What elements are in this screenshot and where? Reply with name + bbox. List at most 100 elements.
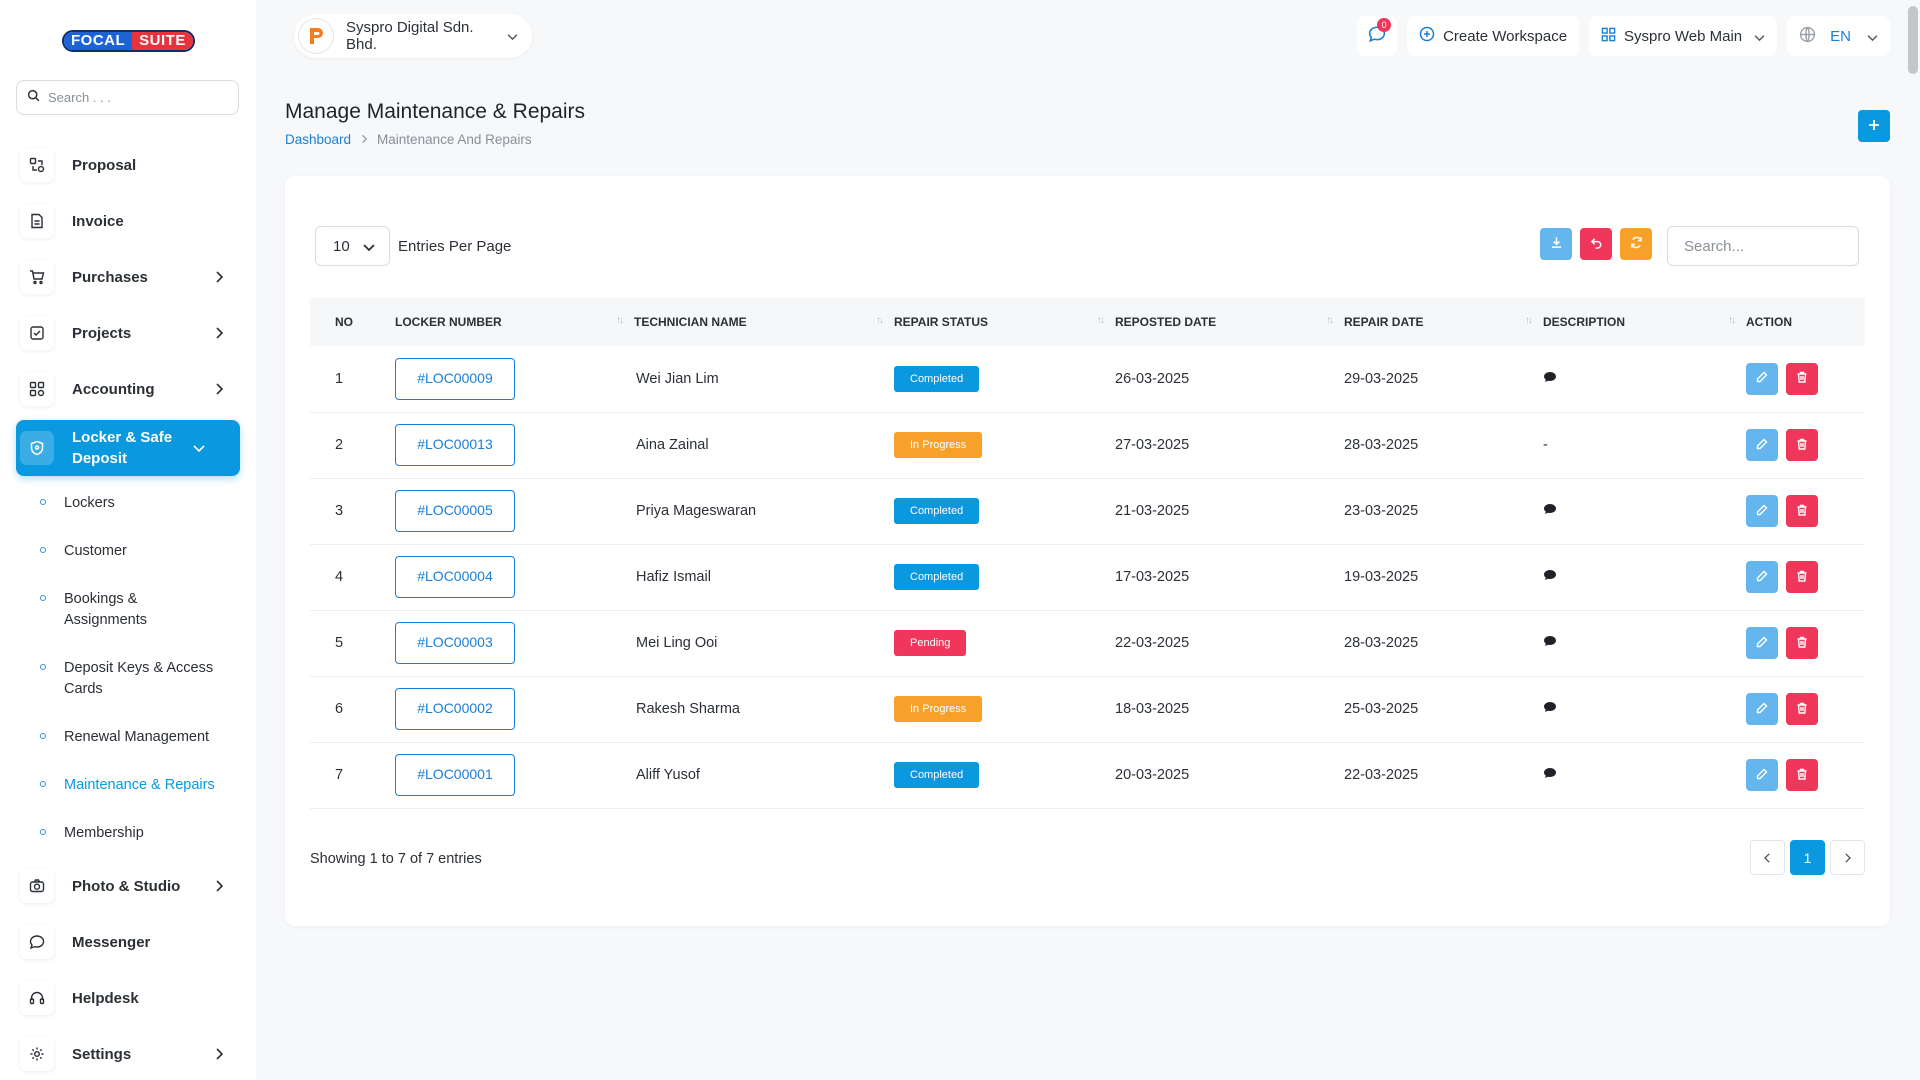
sidebar-item-projects[interactable]: Projects xyxy=(16,311,240,355)
refresh-icon xyxy=(1630,236,1643,252)
notifications-button[interactable]: 0 xyxy=(1357,16,1398,56)
cell-description xyxy=(1543,742,1746,808)
download-button[interactable] xyxy=(1540,228,1572,260)
technician-name: Rakesh Sharma xyxy=(636,701,740,717)
edit-button[interactable] xyxy=(1746,561,1778,593)
subnav-deposit-keys[interactable]: Deposit Keys & Access Cards xyxy=(40,658,240,700)
sidebar-item-photo-studio[interactable]: Photo & Studio xyxy=(16,864,240,908)
row-number: 1 xyxy=(335,370,344,387)
edit-button[interactable] xyxy=(1746,627,1778,659)
focal-suite-logo[interactable]: FOCAL SUITE xyxy=(62,30,195,52)
status-badge: In Progress xyxy=(894,696,983,722)
row-number: 7 xyxy=(335,767,344,783)
reset-button[interactable] xyxy=(1580,228,1612,260)
create-workspace-label: Create Workspace xyxy=(1443,27,1568,45)
sidebar-search-input[interactable] xyxy=(48,90,228,105)
subnav-renewal-management[interactable]: Renewal Management xyxy=(40,727,240,748)
column-header-repair-status[interactable]: REPAIR STATUS ↑↓ xyxy=(894,298,1115,346)
locker-number-button[interactable]: #LOC00004 xyxy=(395,556,515,598)
sidebar-item-proposal[interactable]: Proposal xyxy=(16,143,240,187)
trash-icon xyxy=(1796,702,1808,717)
technician-name: Mei Ling Ooi xyxy=(636,635,718,651)
sidebar-item-label: Purchases xyxy=(72,268,148,286)
notification-badge: 0 xyxy=(1377,18,1392,32)
row-actions xyxy=(1746,495,1818,527)
subnav-label: Membership xyxy=(64,825,144,841)
sidebar-item-settings[interactable]: Settings xyxy=(16,1032,240,1076)
delete-button[interactable] xyxy=(1786,561,1818,593)
cell-status: In Progress xyxy=(894,412,1115,478)
delete-button[interactable] xyxy=(1786,759,1818,791)
row-actions xyxy=(1746,429,1818,461)
entries-per-page-select[interactable]: 10 xyxy=(315,226,390,266)
delete-button[interactable] xyxy=(1786,362,1818,395)
sidebar-search xyxy=(16,80,239,115)
edit-button[interactable] xyxy=(1746,362,1778,395)
company-switcher[interactable]: Syspro Digital Sdn. Bhd. xyxy=(294,14,532,58)
locker-number-button[interactable]: #LOC00001 xyxy=(395,754,515,796)
comment-icon[interactable] xyxy=(1543,503,1557,519)
edit-button[interactable] xyxy=(1746,495,1778,527)
sidebar-item-accounting[interactable]: Accounting xyxy=(16,367,240,411)
edit-button[interactable] xyxy=(1746,429,1778,461)
cell-status: Completed xyxy=(894,544,1115,610)
create-workspace-button[interactable]: Create Workspace xyxy=(1407,16,1580,56)
repair-date: 25-03-2025 xyxy=(1344,701,1419,717)
sidebar-item-locker-safe-deposit[interactable]: Locker & Safe Deposit xyxy=(16,420,240,476)
locker-number-button[interactable]: #LOC00009 xyxy=(395,357,515,400)
delete-button[interactable] xyxy=(1786,693,1818,725)
sidebar-item-purchases[interactable]: Purchases xyxy=(16,255,240,299)
locker-number-button[interactable]: #LOC00005 xyxy=(395,490,515,532)
column-header-repair-date[interactable]: REPAIR DATE ↑↓ xyxy=(1344,298,1543,346)
subnav-maintenance-repairs[interactable]: Maintenance & Repairs xyxy=(40,775,240,796)
subnav-bookings-assignments[interactable]: Bookings & Assignments xyxy=(40,589,240,631)
edit-button[interactable] xyxy=(1746,759,1778,791)
sidebar-item-invoice[interactable]: Invoice xyxy=(16,199,240,243)
page-title: Manage Maintenance & Repairs xyxy=(285,100,586,123)
plus-circle-icon xyxy=(1419,26,1435,46)
cell-repair-date: 29-03-2025 xyxy=(1344,346,1543,412)
pagination-page-button[interactable]: 1 xyxy=(1790,840,1825,875)
page-scrollbar[interactable] xyxy=(1908,6,1918,74)
entries-per-page: 10 Entries Per Page xyxy=(315,226,511,266)
globe-icon xyxy=(1799,26,1816,47)
delete-button[interactable] xyxy=(1786,429,1818,461)
comment-icon[interactable] xyxy=(1543,701,1557,717)
sidebar-item-helpdesk[interactable]: Helpdesk xyxy=(16,976,240,1020)
sidebar-item-label: Photo & Studio xyxy=(72,877,181,895)
delete-button[interactable] xyxy=(1786,627,1818,659)
subnav-label: Customer xyxy=(64,543,127,559)
add-record-button[interactable] xyxy=(1858,110,1890,142)
comment-icon[interactable] xyxy=(1543,371,1557,387)
delete-button[interactable] xyxy=(1786,495,1818,527)
column-header-reposted-date[interactable]: REPOSTED DATE ↑↓ xyxy=(1115,298,1344,346)
column-label: REPAIR DATE xyxy=(1344,315,1424,329)
table-search-input[interactable] xyxy=(1667,226,1859,266)
subnav-customer[interactable]: Customer xyxy=(40,541,240,562)
breadcrumb-dashboard-link[interactable]: Dashboard xyxy=(285,132,352,147)
locker-number-button[interactable]: #LOC00013 xyxy=(395,424,515,466)
subnav-membership[interactable]: Membership xyxy=(40,823,240,844)
locker-number-button[interactable]: #LOC00003 xyxy=(395,622,515,664)
sort-icon: ↑↓ xyxy=(1097,315,1105,326)
undo-icon xyxy=(1590,236,1603,252)
locker-number-button[interactable]: #LOC00002 xyxy=(395,688,515,730)
column-header-technician-name[interactable]: TECHNICIAN NAME ↑↓ xyxy=(634,298,894,346)
bullet-icon xyxy=(40,664,46,670)
pagination-next-button[interactable] xyxy=(1830,840,1865,875)
sidebar-item-messenger[interactable]: Messenger xyxy=(16,920,240,964)
language-switcher[interactable]: EN xyxy=(1787,16,1890,56)
cell-reported-date: 17-03-2025 xyxy=(1115,544,1344,610)
comment-icon[interactable] xyxy=(1543,767,1557,783)
workspace-switcher[interactable]: Syspro Web Main xyxy=(1589,16,1778,56)
comment-icon[interactable] xyxy=(1543,569,1557,585)
subnav-lockers[interactable]: Lockers xyxy=(40,493,240,514)
column-header-locker-number[interactable]: LOCKER NUMBER ↑↓ xyxy=(392,298,634,346)
headset-icon xyxy=(20,981,54,1015)
refresh-button[interactable] xyxy=(1620,228,1652,260)
pencil-icon xyxy=(1756,702,1768,717)
pagination-prev-button[interactable] xyxy=(1750,840,1785,875)
edit-button[interactable] xyxy=(1746,693,1778,725)
comment-icon[interactable] xyxy=(1543,635,1557,651)
column-header-description[interactable]: DESCRIPTION ↑↓ xyxy=(1543,298,1746,346)
